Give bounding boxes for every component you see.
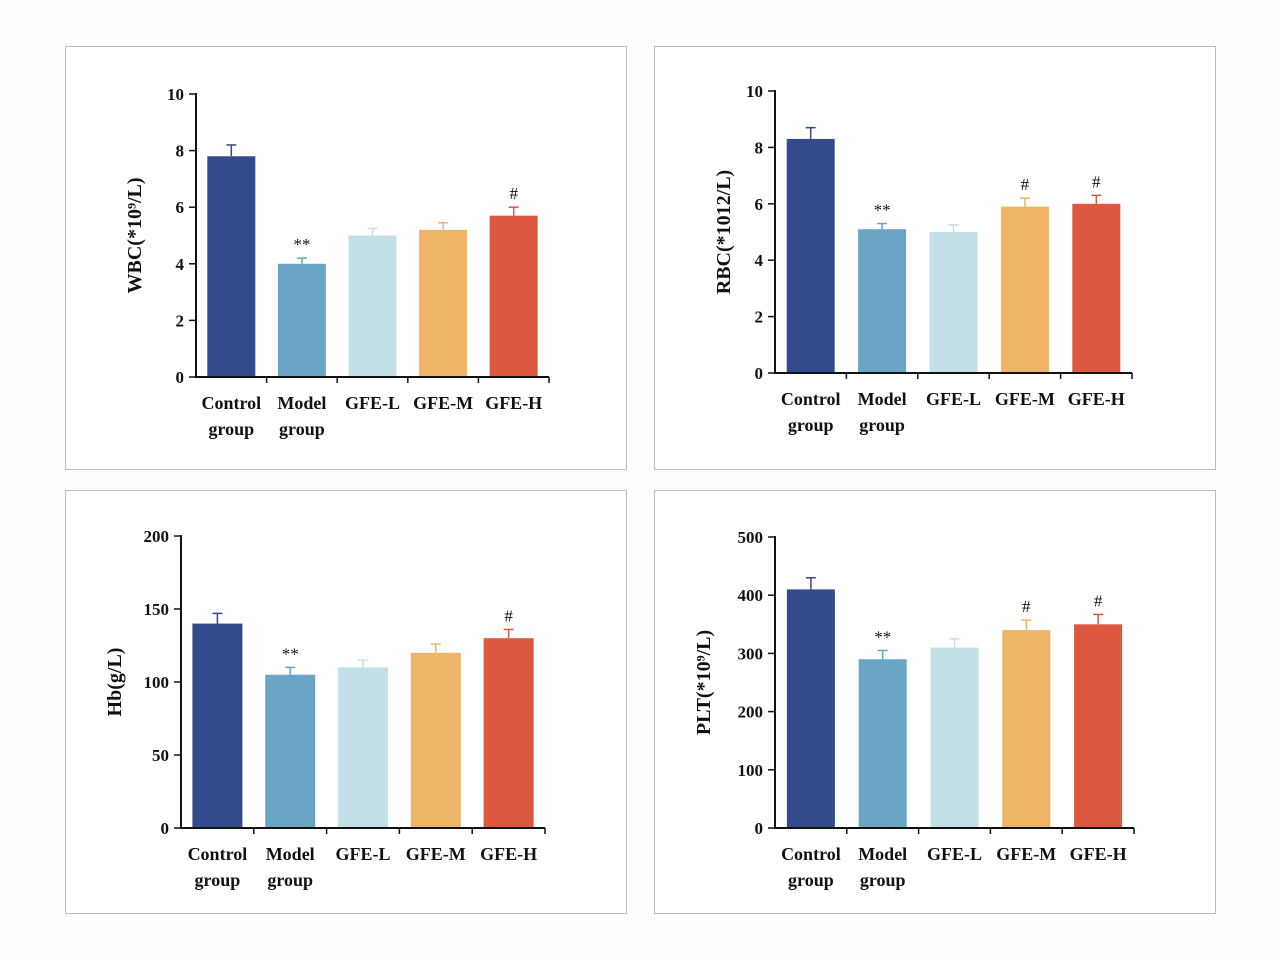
wbc-bar-4 — [489, 215, 538, 377]
plt-bar-4 — [1074, 624, 1123, 828]
hb-annotation-1: ** — [282, 644, 299, 663]
rbc-bar-1 — [858, 229, 907, 373]
wbc-bar-2 — [348, 235, 397, 377]
rbc-annotation-3: # — [1021, 175, 1030, 194]
rbc-chart: Control group ** Model group GFE-L # GFE-M # GFE-… — [713, 82, 1133, 435]
hb-y-tick-label-1: 50 — [152, 746, 169, 765]
plt-bar-0 — [786, 589, 835, 828]
wbc-category-label-1-1: group — [279, 419, 325, 439]
hb-category-label-0-0: Control — [188, 844, 248, 864]
plt-annotation-4: # — [1094, 591, 1103, 610]
wbc-category-label-2-0: GFE-L — [345, 393, 400, 413]
hb-annotation-4: # — [504, 606, 513, 625]
plt-y-tick-label-5: 500 — [738, 528, 764, 547]
plt-bar-3 — [1002, 630, 1051, 828]
rbc-category-label-2-0: GFE-L — [926, 389, 981, 409]
rbc-category-label-1-0: Model — [858, 389, 907, 409]
wbc-bar-1 — [277, 263, 326, 377]
rbc-bar-3 — [1000, 206, 1049, 373]
rbc-y-tick-label-4: 8 — [755, 138, 764, 157]
rbc-category-label-3-0: GFE-M — [995, 389, 1055, 409]
plt-category-label-1-1: group — [860, 870, 906, 890]
plt-category-label-2-0: GFE-L — [927, 844, 982, 864]
hb-chart: Control group ** Model group GFE-L GFE-M # GFE-H… — [104, 527, 546, 890]
hb-bar-1 — [265, 674, 316, 828]
hb-category-label-1-0: Model — [266, 844, 315, 864]
plt-annotation-3: # — [1022, 597, 1031, 616]
rbc-category-label-0-0: Control — [781, 389, 841, 409]
rbc-chart-panel: Control group ** Model group GFE-L # GFE-M # GFE-… — [654, 46, 1216, 470]
hb-category-label-4-0: GFE-H — [480, 844, 537, 864]
plt-y-tick-label-1: 100 — [738, 761, 764, 780]
hb-y-tick-label-0: 0 — [161, 819, 170, 838]
rbc-y-tick-label-2: 4 — [755, 251, 764, 270]
wbc-category-label-1-0: Model — [277, 393, 326, 413]
wbc-y-tick-label-4: 8 — [176, 142, 185, 161]
hb-bar-4 — [483, 638, 534, 828]
wbc-chart: Control group ** Model group GFE-L GFE-M # GFE-H… — [124, 85, 550, 439]
rbc-category-label-4-0: GFE-H — [1068, 389, 1125, 409]
plt-bar-2 — [930, 647, 979, 828]
wbc-category-label-0-0: Control — [201, 393, 261, 413]
plt-category-label-0-1: group — [788, 870, 834, 890]
wbc-category-label-3-0: GFE-M — [413, 393, 473, 413]
wbc-y-tick-label-2: 4 — [176, 255, 185, 274]
wbc-category-label-0-1: group — [208, 419, 254, 439]
plt-y-tick-label-2: 200 — [738, 703, 764, 722]
rbc-bar-2 — [929, 232, 978, 373]
wbc-chart-panel: Control group ** Model group GFE-L GFE-M # GFE-H… — [65, 46, 627, 470]
hb-y-tick-label-3: 150 — [144, 600, 170, 619]
plt-category-label-3-0: GFE-M — [996, 844, 1056, 864]
wbc-annotation-1: ** — [293, 235, 310, 254]
hb-bar-0 — [192, 623, 243, 828]
wbc-y-axis-title: WBC(*10⁹/L) — [124, 178, 146, 294]
plt-category-label-1-0: Model — [858, 844, 907, 864]
rbc-y-tick-label-1: 2 — [755, 308, 764, 327]
wbc-y-tick-label-0: 0 — [176, 368, 185, 387]
plt-y-tick-label-4: 400 — [738, 586, 764, 605]
plt-annotation-1: ** — [874, 627, 891, 646]
hb-bar-2 — [338, 667, 388, 828]
plt-category-label-4-0: GFE-H — [1070, 844, 1127, 864]
wbc-annotation-4: # — [509, 184, 518, 203]
rbc-y-tick-label-0: 0 — [755, 364, 764, 383]
plt-category-label-0-0: Control — [781, 844, 841, 864]
hb-chart-panel: Control group ** Model group GFE-L GFE-M # GFE-H… — [65, 490, 627, 914]
plt-y-axis-title: PLT(*10⁹/L) — [693, 630, 715, 735]
wbc-bar-3 — [419, 229, 468, 377]
wbc-y-tick-label-1: 2 — [176, 311, 185, 330]
plt-bar-1 — [858, 659, 907, 828]
rbc-y-tick-label-5: 10 — [746, 82, 763, 101]
hb-y-axis-title: Hb(g/L) — [104, 648, 126, 717]
wbc-y-tick-label-5: 10 — [167, 85, 184, 104]
plt-chart: Control group ** Model group GFE-L # GFE-M # GFE-… — [693, 528, 1135, 890]
rbc-annotation-1: ** — [874, 201, 891, 220]
plt-y-tick-label-0: 0 — [755, 819, 764, 838]
hb-y-tick-label-2: 100 — [144, 673, 170, 692]
wbc-y-tick-label-3: 6 — [176, 198, 185, 217]
rbc-annotation-4: # — [1092, 172, 1101, 191]
rbc-y-tick-label-3: 6 — [755, 195, 764, 214]
hb-bar-3 — [410, 652, 461, 828]
hb-category-label-2-0: GFE-L — [335, 844, 390, 864]
rbc-category-label-0-1: group — [788, 415, 834, 435]
rbc-y-axis-title: RBC(*1012/L) — [713, 170, 735, 294]
hb-category-label-0-1: group — [195, 870, 241, 890]
hb-y-tick-label-4: 200 — [144, 527, 170, 546]
hb-category-label-1-1: group — [267, 870, 313, 890]
rbc-bar-4 — [1072, 203, 1121, 373]
plt-y-tick-label-3: 300 — [738, 644, 764, 663]
hb-category-label-3-0: GFE-M — [406, 844, 466, 864]
wbc-bar-0 — [207, 156, 256, 377]
plt-chart-panel: Control group ** Model group GFE-L # GFE-M # GFE-… — [654, 490, 1216, 914]
wbc-category-label-4-0: GFE-H — [485, 393, 542, 413]
rbc-category-label-1-1: group — [859, 415, 905, 435]
rbc-bar-0 — [786, 138, 835, 373]
